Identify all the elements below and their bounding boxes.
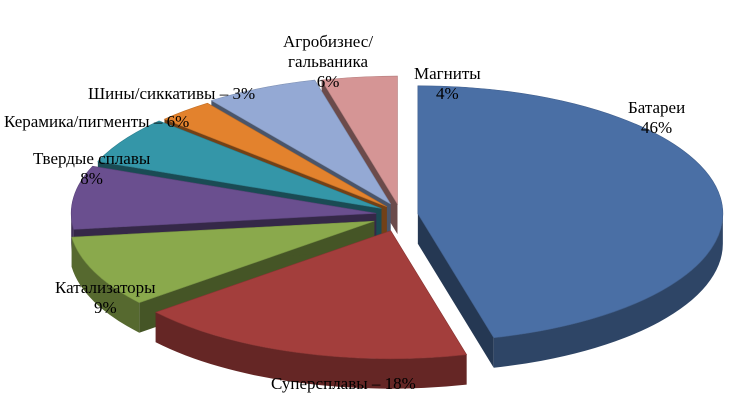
label-superalloys: Суперсплавы – 18%	[271, 374, 416, 394]
label-hardalloys: Твердые сплавы 8%	[33, 149, 150, 189]
label-magnets-pct: 4%	[436, 84, 459, 103]
label-hardalloys-pct: 8%	[80, 169, 103, 188]
slice-5-top	[97, 120, 382, 209]
slice-1-side-2	[417, 213, 494, 368]
label-superalloys-text: Суперсплавы – 18%	[271, 374, 416, 393]
label-catalysts-name: Катализаторы	[55, 278, 156, 297]
label-hardalloys-name: Твердые сплавы	[33, 149, 151, 168]
slice-2-wall	[155, 312, 467, 389]
slice-8-top	[321, 75, 398, 206]
slice-3-top	[71, 220, 375, 304]
slice-6-top	[163, 102, 387, 208]
label-batteries-pct: 46%	[641, 118, 673, 137]
label-agro-line1: Агробизнес/	[283, 32, 374, 51]
slice-3-wall	[71, 237, 140, 333]
label-ceramics-text: Керамика/пигменты – 6%	[4, 112, 190, 131]
label-magnets: Магниты 4%	[414, 64, 481, 104]
label-agro-line2: гальваника	[288, 52, 369, 71]
label-catalysts: Катализаторы 9%	[55, 278, 156, 318]
label-catalysts-pct: 9%	[93, 298, 117, 317]
slice-1-top	[417, 85, 724, 339]
label-ceramics: Керамика/пигменты – 6%	[4, 112, 189, 132]
slice-1	[417, 85, 724, 368]
slice-2	[154, 230, 468, 389]
slice-7-top	[210, 79, 391, 205]
label-magnets-name: Магниты	[414, 64, 481, 83]
label-tires: Шины/сиккативы – 3%	[88, 84, 255, 104]
slice-2-top	[154, 230, 468, 359]
slice-4-top	[70, 165, 377, 230]
label-agro: Агробизнес/ гальваника 6%	[283, 32, 373, 92]
slice-1-wall	[493, 213, 723, 368]
label-agro-pct: 6%	[316, 72, 340, 91]
label-batteries-name: Батареи	[628, 98, 686, 117]
label-tires-text: Шины/сиккативы – 3%	[88, 84, 256, 103]
label-batteries: Батареи 46%	[628, 98, 685, 138]
